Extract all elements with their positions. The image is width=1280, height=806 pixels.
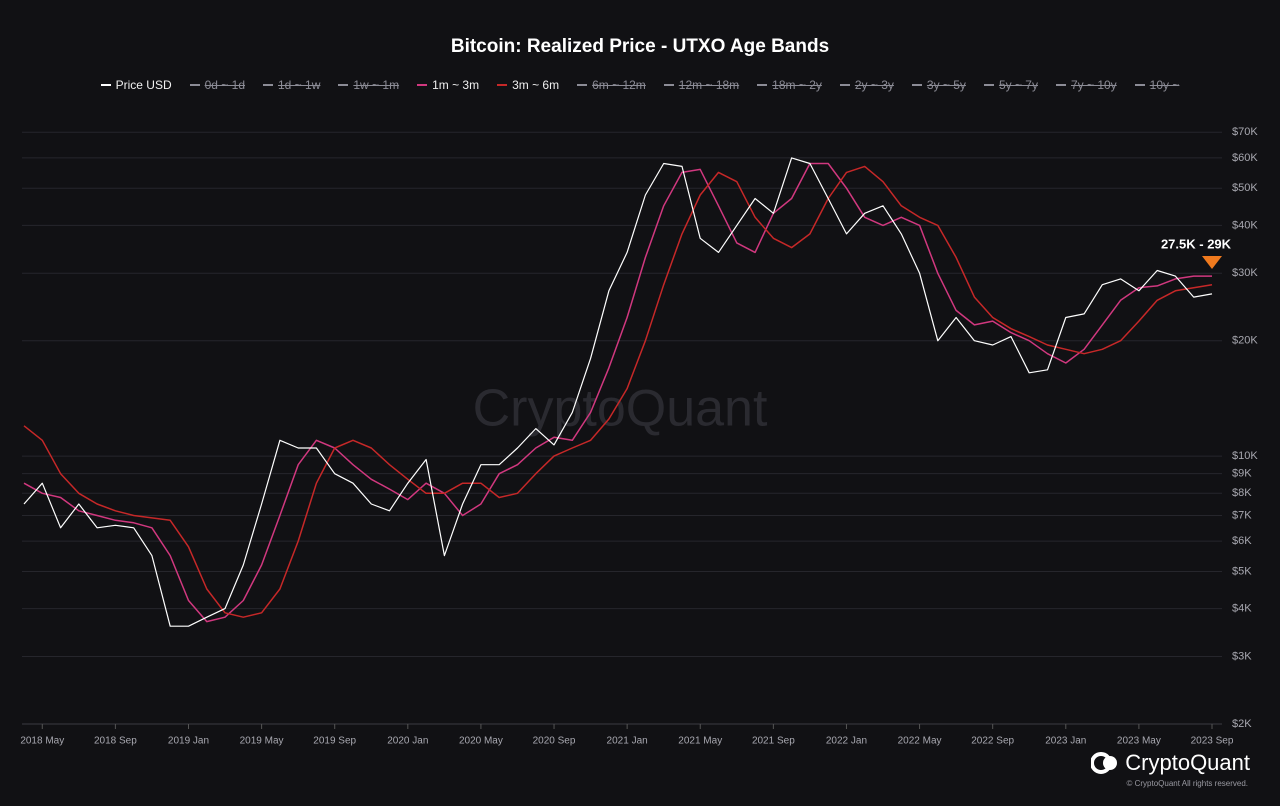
y-tick-label: $7K [1232,509,1252,521]
x-tick-label: 2018 Sep [94,736,137,747]
legend-item[interactable]: 18m ~ 2y [757,78,822,92]
legend-swatch [189,84,200,86]
legend-label: 2y ~ 3y [854,78,894,92]
legend-item[interactable]: 12m ~ 18m [663,78,740,92]
legend-item[interactable]: 6m ~ 12m [577,78,646,92]
legend-item[interactable]: 10y ~ [1134,78,1180,92]
legend-label: 5y ~ 7y [998,78,1038,92]
brand-name: CryptoQuant [1125,750,1250,775]
legend-swatch [338,84,349,86]
legend-item[interactable]: 0d ~ 1d [189,78,245,92]
y-tick-label: $6K [1232,535,1252,547]
legend-swatch [1055,84,1066,86]
legend-label: 3m ~ 6m [512,78,560,92]
legend-item[interactable]: 1d ~ 1w [263,78,320,92]
copyright: © CryptoQuant All rights reserved. [1126,779,1249,788]
legend-item[interactable]: 2y ~ 3y [839,78,894,92]
legend-label: 12m ~ 18m [678,78,740,92]
series-line [23,157,1213,627]
legend-swatch [577,84,588,86]
y-tick-label: $4K [1232,603,1252,615]
legend-item[interactable]: 3y ~ 5y [911,78,966,92]
y-tick-label: $30K [1232,267,1258,279]
legend-item[interactable]: 5y ~ 7y [983,78,1038,92]
x-tick-label: 2023 Jan [1045,736,1086,747]
x-tick-label: 2019 Jan [168,736,209,747]
x-tick-label: 2022 Sep [971,736,1014,747]
y-tick-label: $2K [1232,718,1252,730]
series-line [23,162,1212,623]
legend-swatch [911,84,922,86]
x-tick-label: 2020 Sep [533,736,576,747]
legend-swatch [839,84,850,86]
y-tick-label: $9K [1232,468,1252,480]
legend-swatch [497,84,508,86]
y-tick-label: $40K [1232,219,1258,231]
legend-label: 18m ~ 2y [772,78,822,92]
legend-label: 3y ~ 5y [926,78,966,92]
x-tick-label: 2022 Jan [826,736,867,747]
legend-swatch [263,84,273,86]
brand-logo [1091,752,1118,774]
brand: CryptoQuant [1091,750,1250,776]
legend-label: 0d ~ 1d [204,78,245,92]
legend: Price USD 0d ~ 1d 1d ~ 1w 1w ~ 1m 1m ~ 3m 3m … [0,78,1280,92]
legend-item[interactable]: 1w ~ 1m [338,78,399,92]
legend-item[interactable]: 1m ~ 3m [417,78,479,92]
legend-item[interactable]: 7y ~ 10y [1055,78,1117,92]
annotation-marker [1202,256,1222,269]
x-tick-label: 2020 May [459,736,503,747]
annotation-text: 27.5K - 29K [1161,236,1232,251]
y-tick-label: $60K [1232,152,1258,164]
x-tick-label: 2023 Sep [1191,736,1234,747]
legend-label: 6m ~ 12m [592,78,646,92]
y-tick-label: $8K [1232,487,1252,499]
x-tick-label: 2020 Jan [387,736,428,747]
legend-swatch [417,84,428,86]
y-tick-label: $50K [1232,182,1258,194]
legend-swatch [983,84,994,86]
series-line [23,165,1213,618]
y-tick-label: $10K [1232,450,1258,462]
x-tick-label: 2023 May [1117,736,1161,747]
legend-label: Price USD [115,78,172,92]
legend-swatch [100,84,111,86]
legend-label: 1w ~ 1m [353,78,400,92]
y-tick-label: $5K [1232,565,1252,577]
x-tick-label: 2021 May [678,736,722,747]
x-tick-label: 2018 May [20,736,64,747]
legend-item[interactable]: 3m ~ 6m [497,78,559,92]
y-tick-label: $20K [1232,335,1258,347]
legend-label: 1m ~ 3m [432,78,480,92]
y-tick-label: $70K [1232,126,1258,138]
legend-swatch [757,84,768,86]
x-tick-label: 2021 Sep [752,736,795,747]
x-tick-label: 2019 May [240,736,284,747]
legend-label: 7y ~ 10y [1070,78,1117,92]
chart-title: Bitcoin: Realized Price - UTXO Age Bands [450,36,830,57]
x-tick-label: 2019 Sep [313,736,356,747]
x-tick-label: 2022 May [898,736,942,747]
legend-item[interactable]: Price USD [100,78,172,92]
watermark: CryptoQuant [473,380,768,438]
x-tick-label: 2021 Jan [607,736,648,747]
legend-swatch [663,84,674,86]
legend-label: 10y ~ [1149,78,1180,92]
legend-swatch [1134,84,1145,86]
legend-label: 1d ~ 1w [278,78,321,92]
y-tick-label: $3K [1232,650,1252,662]
